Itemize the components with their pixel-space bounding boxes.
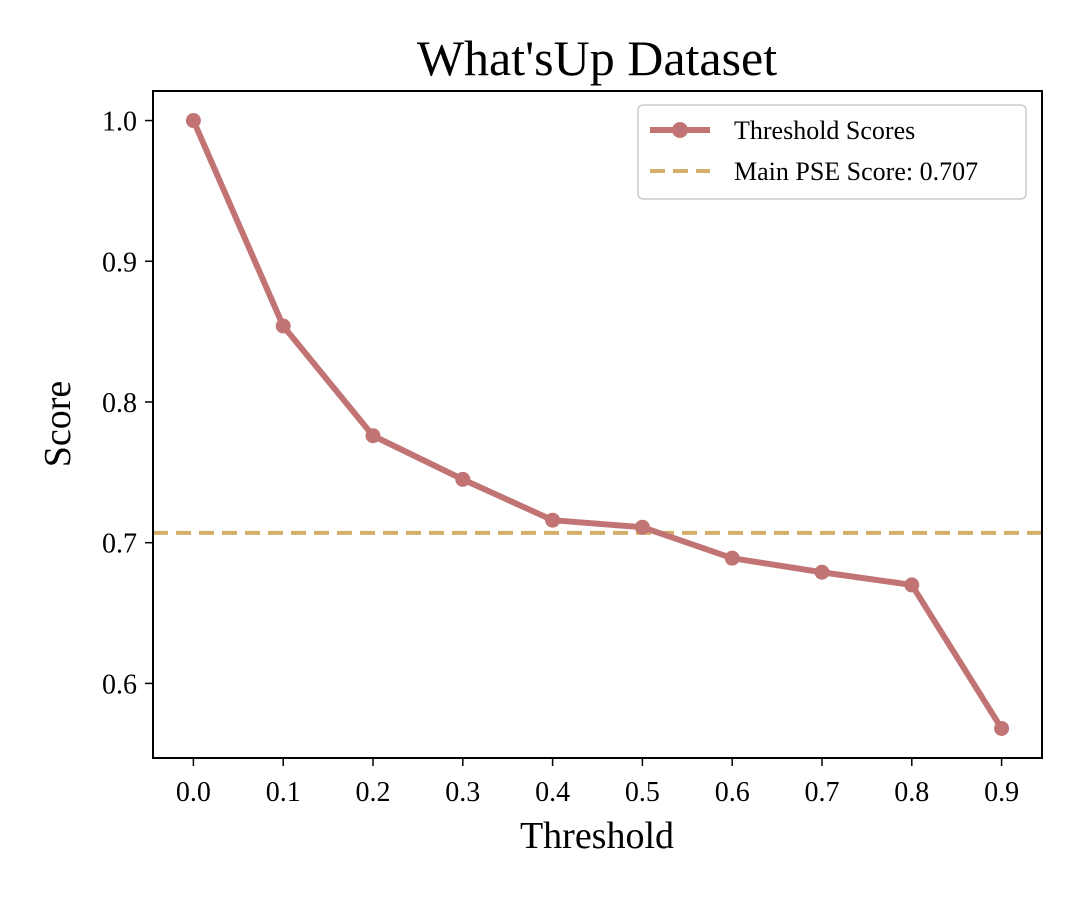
data-point: [724, 550, 740, 566]
y-tick-label: 0.9: [102, 247, 137, 278]
x-tick-label: 0.7: [804, 777, 839, 808]
chart-title: What'sUp Dataset: [417, 30, 777, 86]
legend-label-main-pse-score: Main PSE Score: 0.707: [734, 157, 978, 186]
series-line-threshold-scores: [190, 117, 1005, 732]
x-axis: 0.0 0.1 0.2 0.3 0.4 0.5 0.6 0.7 0.8 0.9: [176, 758, 1019, 808]
legend-label-threshold-scores: Threshold Scores: [734, 116, 915, 145]
legend: Threshold Scores Main PSE Score: 0.707: [637, 104, 1027, 200]
y-tick-label: 0.7: [102, 529, 137, 560]
x-tick-label: 0.0: [176, 777, 211, 808]
data-point: [455, 471, 471, 487]
x-tick-label: 0.8: [894, 777, 929, 808]
x-axis-label: Threshold: [520, 815, 674, 857]
x-tick-label: 0.6: [715, 777, 750, 808]
data-point: [814, 564, 830, 580]
x-tick-label: 0.9: [984, 777, 1019, 808]
plot-area: [153, 113, 1042, 736]
x-tick-label: 0.2: [356, 777, 391, 808]
y-tick-label: 1.0: [102, 107, 137, 138]
x-tick-label: 0.1: [266, 777, 301, 808]
x-tick-label: 0.5: [625, 777, 660, 808]
data-point: [634, 519, 650, 535]
data-point: [275, 318, 291, 334]
y-tick-label: 0.6: [102, 669, 137, 700]
y-axis-label: Score: [37, 381, 79, 468]
x-tick-label: 0.3: [445, 777, 480, 808]
legend-box: [637, 104, 1027, 200]
data-point: [994, 720, 1010, 736]
legend-marker-dot: [672, 122, 688, 138]
x-tick-label: 0.4: [535, 777, 570, 808]
y-axis: 0.6 0.7 0.8 0.9 1.0: [102, 107, 153, 700]
data-point: [904, 577, 920, 593]
plot-frame: [152, 90, 1043, 759]
data-point: [185, 113, 201, 129]
y-tick-label: 0.8: [102, 388, 137, 419]
data-point: [545, 512, 561, 528]
data-point: [365, 428, 381, 444]
